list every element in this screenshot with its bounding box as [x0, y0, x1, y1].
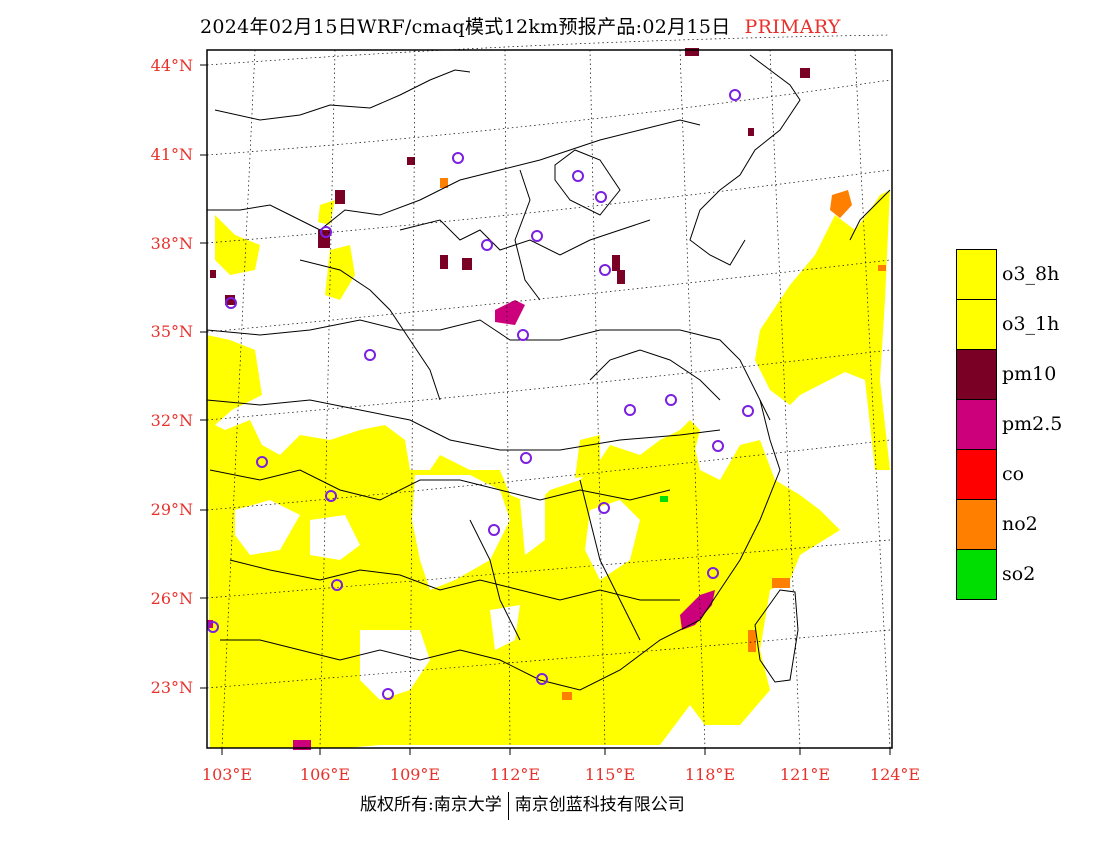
lon-label-109e: 109°E	[389, 765, 441, 784]
legend-label-o3-1h: o3_1h	[1002, 313, 1060, 335]
graticule	[206, 34, 891, 749]
legend-item-no2: no2	[956, 499, 1100, 550]
legend-label-no2: no2	[1002, 513, 1038, 535]
lat-label-29n: 29°N	[150, 500, 193, 519]
primary-tag: PRIMARY	[744, 16, 841, 38]
copyright-company: 南京创蓝科技有限公司	[514, 795, 685, 815]
map-frame	[206, 49, 893, 749]
legend-swatch-pm25	[956, 399, 997, 450]
lon-label-112e: 112°E	[489, 765, 541, 784]
lat-label-26n: 26°N	[150, 589, 193, 608]
legend: o3_8h o3_1h pm10 pm2.5 co no2 so2	[956, 249, 1100, 600]
legend-label-so2: so2	[1002, 563, 1036, 585]
lat-label-32n: 32°N	[150, 411, 193, 430]
map-title: 2024年02月15日WRF/cmaq模式12km预报产品:02月15日 PRIM…	[200, 12, 841, 39]
legend-item-o3-1h: o3_1h	[956, 299, 1100, 350]
lat-label-35n: 35°N	[150, 322, 193, 341]
lat-label-44n: 44°N	[150, 56, 193, 75]
legend-label-pm25: pm2.5	[1002, 413, 1063, 435]
lon-label-103e: 103°E	[201, 765, 253, 784]
lon-label-115e: 115°E	[584, 765, 636, 784]
copyright-owner: 版权所有:南京大学	[360, 795, 502, 815]
pm25-layer	[207, 300, 715, 750]
no2-layer	[440, 178, 886, 700]
lon-label-121e: 121°E	[779, 765, 831, 784]
title-text: 2024年02月15日WRF/cmaq模式12km预报产品:02月15日	[200, 16, 731, 38]
station-markers	[207, 89, 754, 700]
so2-layer	[660, 496, 668, 502]
lon-label-106e: 106°E	[299, 765, 351, 784]
lon-label-118e: 118°E	[684, 765, 736, 784]
tick-marks	[200, 64, 891, 755]
pm10-layer	[210, 48, 810, 305]
legend-item-pm25: pm2.5	[956, 399, 1100, 450]
legend-item-so2: so2	[956, 549, 1100, 600]
boundary-lines	[206, 54, 891, 691]
clear-area-layer	[235, 475, 640, 700]
legend-swatch-so2	[956, 549, 997, 600]
o3-area-layer	[207, 190, 890, 748]
legend-item-o3-8h: o3_8h	[956, 249, 1100, 300]
lat-label-41n: 41°N	[150, 145, 193, 164]
legend-label-o3-8h: o3_8h	[1002, 263, 1060, 285]
legend-swatch-co	[956, 449, 997, 500]
lon-label-124e: 124°E	[869, 765, 921, 784]
legend-swatch-no2	[956, 499, 997, 550]
legend-swatch-o3-1h	[956, 299, 997, 350]
lat-label-23n: 23°N	[150, 678, 193, 697]
legend-label-co: co	[1002, 463, 1025, 485]
legend-item-pm10: pm10	[956, 349, 1100, 400]
legend-swatch-pm10	[956, 349, 997, 400]
legend-item-co: co	[956, 449, 1100, 500]
lat-label-38n: 38°N	[150, 234, 193, 253]
legend-swatch-o3-8h	[956, 249, 997, 300]
footer-divider	[507, 791, 509, 820]
legend-label-pm10: pm10	[1002, 363, 1057, 385]
copyright-footer: 版权所有:南京大学 南京创蓝科技有限公司	[360, 790, 685, 820]
